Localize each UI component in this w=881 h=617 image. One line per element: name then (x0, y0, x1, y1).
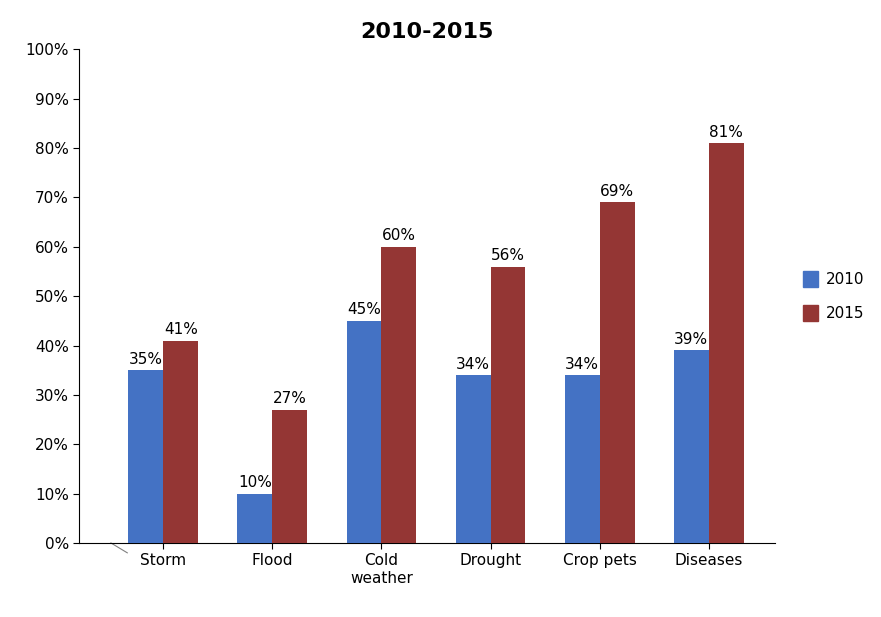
Bar (491, 267, 525, 543)
Bar (272, 410, 307, 543)
Text: 34%: 34% (566, 357, 599, 371)
Text: 45%: 45% (347, 302, 381, 317)
Text: 60%: 60% (382, 228, 416, 243)
Text: 81%: 81% (709, 125, 744, 139)
Text: 34%: 34% (456, 357, 490, 371)
Text: 10%: 10% (238, 475, 272, 490)
Bar (708, 143, 744, 543)
Text: 69%: 69% (600, 184, 634, 199)
Bar (674, 350, 708, 543)
Text: 35%: 35% (129, 352, 163, 366)
Bar (565, 375, 600, 543)
Bar (381, 247, 417, 543)
Legend: 2010, 2015: 2010, 2015 (796, 265, 870, 328)
Bar (600, 202, 634, 543)
Bar (129, 370, 163, 543)
Text: 27%: 27% (273, 391, 307, 406)
Bar (163, 341, 198, 543)
Title: 2010-2015: 2010-2015 (360, 22, 494, 42)
Text: 39%: 39% (674, 332, 708, 347)
Bar (346, 321, 381, 543)
Text: 41%: 41% (164, 322, 197, 337)
Text: 56%: 56% (491, 248, 525, 263)
Bar (238, 494, 272, 543)
Bar (455, 375, 491, 543)
